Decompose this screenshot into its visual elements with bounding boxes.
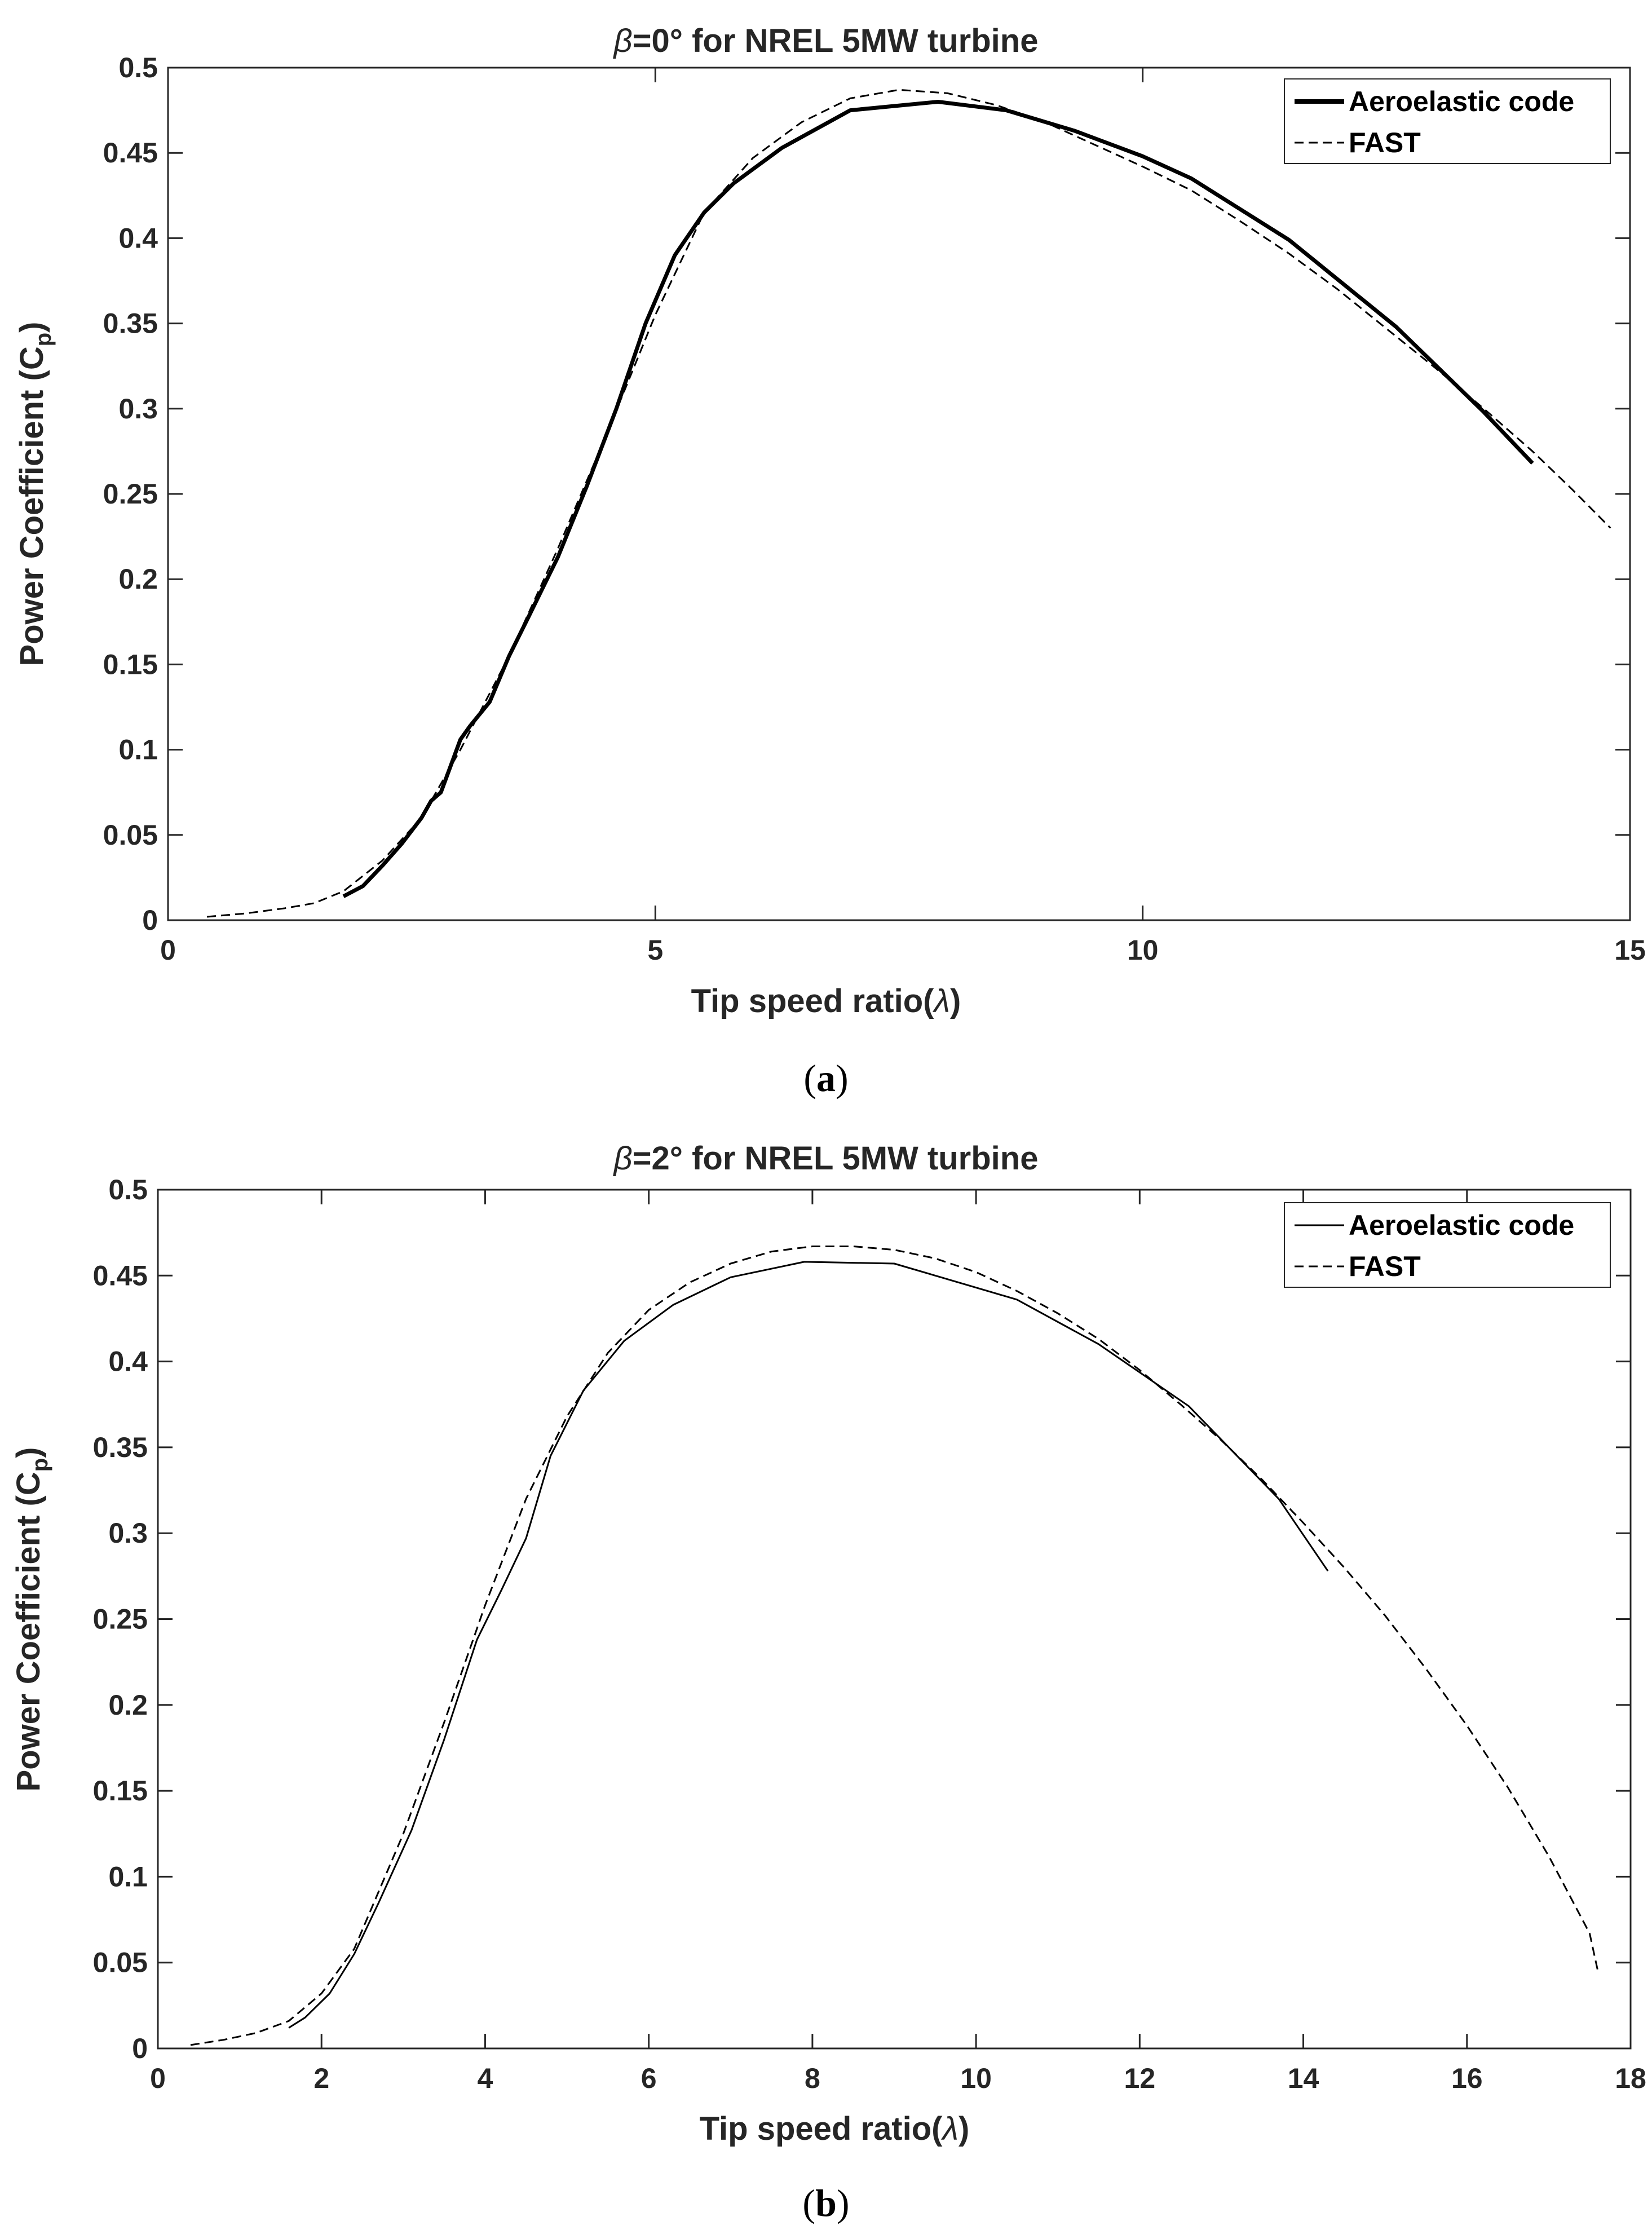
chart-b-xtick-label: 14 xyxy=(1288,2063,1319,2094)
chart-b-xtick-label: 4 xyxy=(478,2063,493,2094)
chart-a-ytick-label: 0.1 xyxy=(118,734,158,766)
chart-b-ytick-label: 0.2 xyxy=(108,1689,148,1721)
chart-a-ylabel: Power Coefficient (Cp) xyxy=(14,322,56,666)
chart-a-legend-box xyxy=(1284,78,1611,164)
chart-b-ytick-label: 0.15 xyxy=(93,1775,148,1807)
chart-b-xtick-label: 8 xyxy=(805,2063,820,2094)
chart-a-xtick-label: 15 xyxy=(1614,934,1646,966)
chart-a-ytick-label: 0.5 xyxy=(118,52,158,83)
chart-b-ytick-label: 0.45 xyxy=(93,1260,148,1291)
chart-a-plot-area xyxy=(167,67,1631,921)
chart-a-legend: Aeroelastic code FAST xyxy=(1284,78,1611,164)
chart-b-xtick-label: 0 xyxy=(150,2063,166,2094)
chart-b-series xyxy=(190,1246,1599,2046)
chart-a-xtick-label: 0 xyxy=(160,934,176,966)
chart-b-ytick-label: 0.05 xyxy=(93,1947,148,1979)
chart-b-caption: (b) xyxy=(802,2182,849,2224)
chart-b-ytick-label: 0.3 xyxy=(108,1517,148,1549)
chart-a-legend-label-aeroelastic: Aeroelastic code xyxy=(1349,86,1574,117)
chart-a-ytick-label: 0.4 xyxy=(118,222,158,254)
chart-a-ytick-label: 0.25 xyxy=(103,478,158,510)
chart-a-series xyxy=(206,89,1611,918)
chart-b-xtick-label: 10 xyxy=(960,2063,992,2094)
chart-a-ytick-label: 0.35 xyxy=(103,308,158,339)
chart-b-xtick-label: 6 xyxy=(641,2063,657,2094)
chart-a-xtick-label: 5 xyxy=(647,934,663,966)
chart-a-caption: (a) xyxy=(803,1057,848,1099)
chart-a-ytick-label: 0.45 xyxy=(103,137,158,169)
chart-a: β=0° for NREL 5MW turbine 0 5 10 15 0 0.05 0.1… xyxy=(14,23,1646,1099)
chart-b-ytick-label: 0.35 xyxy=(93,1432,148,1463)
chart-b-xtick-label: 16 xyxy=(1451,2063,1483,2094)
chart-a-series-fast xyxy=(206,89,1611,918)
chart-a-ytick-label: 0.15 xyxy=(103,648,158,680)
chart-b-ytick-label: 0.4 xyxy=(108,1346,148,1377)
chart-b-xtick-label: 2 xyxy=(313,2063,329,2094)
chart-b-plot-area xyxy=(157,1189,1632,2050)
chart-b-legend-label-aeroelastic: Aeroelastic code xyxy=(1349,1209,1574,1241)
chart-b-axes: 0 2 4 6 8 10 12 14 16 18 0 0.05 0.1 0.15 0.2 0.25 0.3 0.3… xyxy=(93,1174,1646,2094)
chart-b-series-fast xyxy=(190,1246,1599,2046)
chart-b-ytick-label: 0.25 xyxy=(93,1604,148,1635)
chart-b: β=2° for NREL 5MW turbine 0 2 4 6 8 10 12 14 16 1… xyxy=(10,1140,1646,2224)
chart-a-title: β=0° for NREL 5MW turbine xyxy=(613,23,1039,59)
chart-b-xlabel: Tip speed ratio(λ) xyxy=(700,2110,970,2147)
chart-b-legend: Aeroelastic code FAST xyxy=(1284,1202,1611,1288)
chart-b-ytick-label: 0.5 xyxy=(108,1174,148,1205)
chart-a-legend-label-fast: FAST xyxy=(1349,127,1421,158)
chart-b-xtick-label: 18 xyxy=(1615,2063,1646,2094)
chart-a-ytick-label: 0.2 xyxy=(118,563,158,595)
chart-b-ytick-label: 0 xyxy=(132,2033,148,2064)
chart-b-title: β=2° for NREL 5MW turbine xyxy=(613,1140,1039,1177)
chart-a-ytick-label: 0 xyxy=(142,904,158,936)
chart-b-ytick-label: 0.1 xyxy=(108,1861,148,1892)
chart-b-legend-label-fast: FAST xyxy=(1349,1251,1421,1282)
chart-b-xtick-label: 12 xyxy=(1124,2063,1156,2094)
chart-a-xtick-label: 10 xyxy=(1127,934,1159,966)
chart-b-series-aeroelastic-code xyxy=(288,1261,1329,2029)
chart-a-ytick-label: 0.3 xyxy=(118,393,158,425)
chart-a-xlabel: Tip speed ratio(λ) xyxy=(691,983,961,1019)
chart-a-ytick-label: 0.05 xyxy=(103,819,158,851)
chart-a-series-aeroelastic-code xyxy=(342,100,1534,898)
chart-a-axes: 0 5 10 15 0 0.05 0.1 0.15 0.2 0.25 0.3 0.35 0.4 0.45 0… xyxy=(103,52,1646,966)
chart-b-ylabel: Power Coefficient (Cp) xyxy=(10,1447,52,1792)
chart-b-legend-box xyxy=(1284,1202,1611,1288)
